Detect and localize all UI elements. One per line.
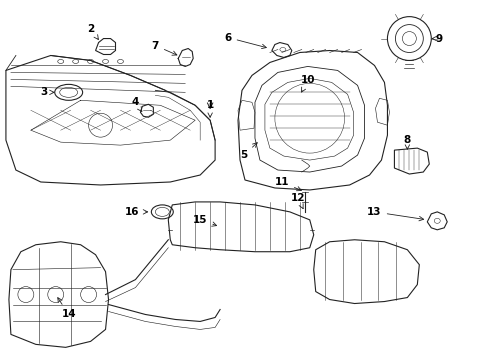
Text: 13: 13 xyxy=(366,207,423,221)
Text: 5: 5 xyxy=(240,143,257,160)
Text: 1: 1 xyxy=(206,100,213,117)
Text: 6: 6 xyxy=(224,32,266,49)
Text: 7: 7 xyxy=(151,41,177,55)
Text: 16: 16 xyxy=(125,207,147,217)
Text: 14: 14 xyxy=(58,298,76,319)
Text: 8: 8 xyxy=(403,135,410,149)
Text: 9: 9 xyxy=(431,33,442,44)
Text: 2: 2 xyxy=(87,24,98,40)
Text: 4: 4 xyxy=(131,97,142,112)
Text: 11: 11 xyxy=(274,177,301,191)
Text: 10: 10 xyxy=(300,75,314,92)
Text: 15: 15 xyxy=(193,215,216,226)
Text: 12: 12 xyxy=(290,193,305,209)
Text: 3: 3 xyxy=(40,87,54,97)
